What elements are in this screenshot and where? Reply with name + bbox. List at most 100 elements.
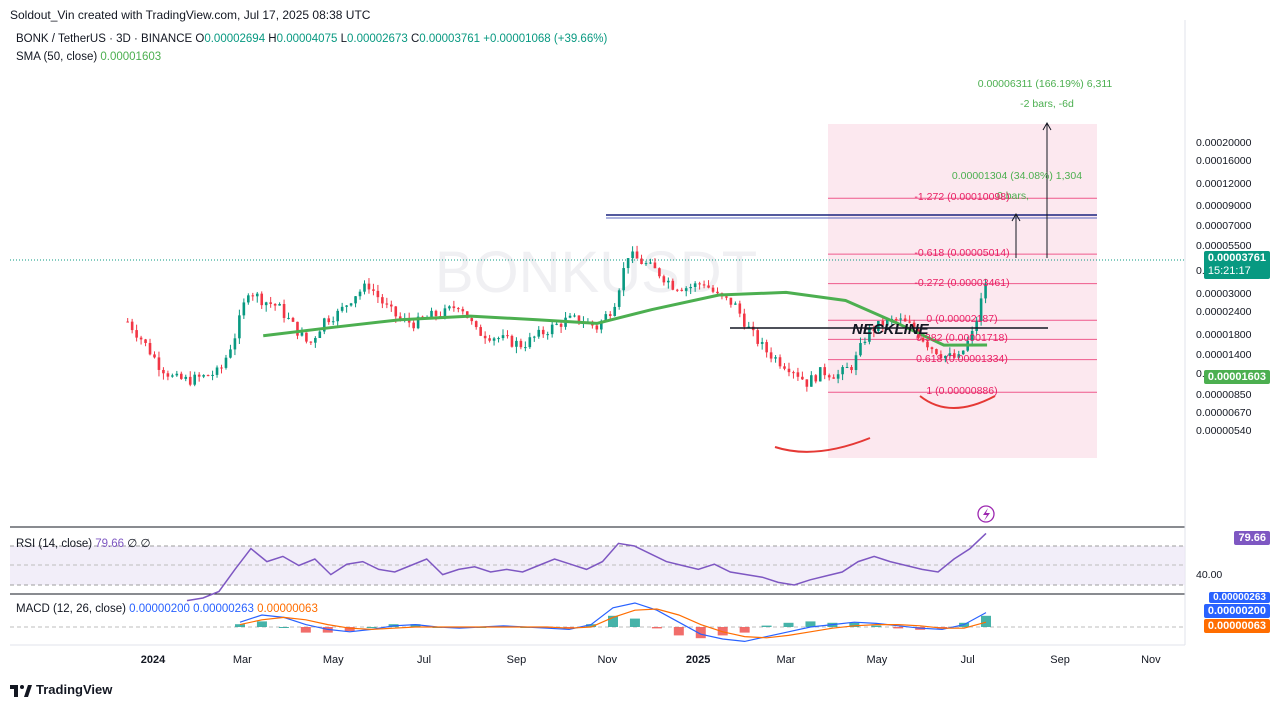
flash-event-icon[interactable] <box>977 505 995 523</box>
candle-body[interactable] <box>595 325 599 330</box>
candle-body[interactable] <box>381 297 384 304</box>
candle-body[interactable] <box>836 374 840 379</box>
candle-body[interactable] <box>501 335 505 339</box>
candle-body[interactable] <box>220 367 223 369</box>
candle-body[interactable] <box>184 376 188 379</box>
rsi-line[interactable] <box>186 532 987 602</box>
candle-body[interactable] <box>903 318 907 322</box>
candle-body[interactable] <box>452 306 456 309</box>
sma-line[interactable] <box>263 290 988 347</box>
candle-body[interactable] <box>796 372 800 377</box>
candle-body[interactable] <box>885 319 889 326</box>
candle-body[interactable] <box>532 336 536 338</box>
candle-body[interactable] <box>144 339 147 343</box>
candle-body[interactable] <box>850 367 853 371</box>
candle-body[interactable] <box>318 331 322 339</box>
candle-body[interactable] <box>188 376 192 385</box>
candle-body[interactable] <box>541 329 545 335</box>
candle-body[interactable] <box>322 318 326 332</box>
candle-body[interactable] <box>358 291 362 297</box>
candle-body[interactable] <box>667 280 670 283</box>
candle-body[interactable] <box>877 320 880 332</box>
candle-body[interactable] <box>689 286 692 289</box>
candle-body[interactable] <box>631 251 634 259</box>
sma-legend[interactable]: SMA (50, close) 0.00001603 <box>16 51 161 63</box>
candle-body[interactable] <box>957 354 961 358</box>
candle-body[interactable] <box>519 340 523 348</box>
candle-body[interactable] <box>863 341 867 344</box>
candle-body[interactable] <box>515 340 518 347</box>
candle-body[interactable] <box>948 353 952 356</box>
candle-body[interactable] <box>282 304 286 318</box>
candle-body[interactable] <box>859 343 862 356</box>
candle-body[interactable] <box>233 338 237 350</box>
candle-body[interactable] <box>336 310 339 322</box>
candle-body[interactable] <box>577 315 581 323</box>
candle-body[interactable] <box>291 317 295 322</box>
candle-body[interactable] <box>376 290 380 298</box>
candle-body[interactable] <box>135 330 138 338</box>
candle-body[interactable] <box>126 321 129 323</box>
candle-body[interactable] <box>640 258 643 264</box>
candle-body[interactable] <box>354 296 357 304</box>
candle-body[interactable] <box>488 338 491 341</box>
candle-body[interactable] <box>854 355 858 371</box>
candle-body[interactable] <box>953 353 956 358</box>
candle-body[interactable] <box>774 357 777 359</box>
candle-body[interactable] <box>975 320 978 331</box>
candle-body[interactable] <box>675 289 679 291</box>
candle-body[interactable] <box>787 368 791 373</box>
candle-body[interactable] <box>416 316 420 329</box>
candle-body[interactable] <box>908 321 911 323</box>
candle-body[interactable] <box>305 332 308 342</box>
candle-body[interactable] <box>372 289 375 291</box>
candle-body[interactable] <box>658 268 661 277</box>
candle-body[interactable] <box>457 308 460 310</box>
candle-body[interactable] <box>894 318 898 320</box>
candle-body[interactable] <box>443 308 447 317</box>
candle-body[interactable] <box>707 285 710 288</box>
candle-body[interactable] <box>139 337 143 340</box>
candle-body[interactable] <box>899 318 902 320</box>
candle-body[interactable] <box>492 338 496 341</box>
candle-body[interactable] <box>792 372 795 374</box>
candle-body[interactable] <box>734 303 737 305</box>
candle-body[interactable] <box>604 314 608 321</box>
candle-body[interactable] <box>524 347 527 349</box>
candle-body[interactable] <box>698 283 701 285</box>
candle-body[interactable] <box>206 375 210 377</box>
candle-body[interactable] <box>622 268 625 291</box>
macd-signal-line[interactable] <box>239 608 987 639</box>
candle-body[interactable] <box>273 303 277 306</box>
candle-body[interactable] <box>769 352 773 359</box>
candle-body[interactable] <box>738 303 742 314</box>
candle-body[interactable] <box>349 303 353 306</box>
candle-body[interactable] <box>979 298 983 321</box>
symbol-legend[interactable]: BONK / TetherUS · 3D · BINANCE O0.000026… <box>16 33 607 45</box>
candle-body[interactable] <box>778 357 782 367</box>
candle-body[interactable] <box>765 342 768 353</box>
candle-body[interactable] <box>474 321 478 328</box>
candle-body[interactable] <box>394 306 398 317</box>
candle-body[interactable] <box>193 374 197 385</box>
candle-body[interactable] <box>162 369 165 374</box>
candle-body[interactable] <box>729 297 733 305</box>
candle-body[interactable] <box>430 310 433 318</box>
candle-body[interactable] <box>680 289 684 291</box>
candle-body[interactable] <box>671 280 675 290</box>
candle-body[interactable] <box>242 302 246 316</box>
candle-body[interactable] <box>613 306 617 316</box>
candle-body[interactable] <box>550 324 554 335</box>
candle-body[interactable] <box>238 315 241 339</box>
candle-body[interactable] <box>805 379 809 387</box>
candle-body[interactable] <box>269 302 272 304</box>
candle-body[interactable] <box>783 366 786 369</box>
candle-body[interactable] <box>153 354 156 358</box>
candle-body[interactable] <box>573 315 576 317</box>
candle-body[interactable] <box>845 367 849 369</box>
candle-body[interactable] <box>300 332 304 336</box>
candle-body[interactable] <box>434 310 438 317</box>
macd-label[interactable]: MACD (12, 26, close) <box>16 603 126 615</box>
candle-body[interactable] <box>810 375 813 387</box>
